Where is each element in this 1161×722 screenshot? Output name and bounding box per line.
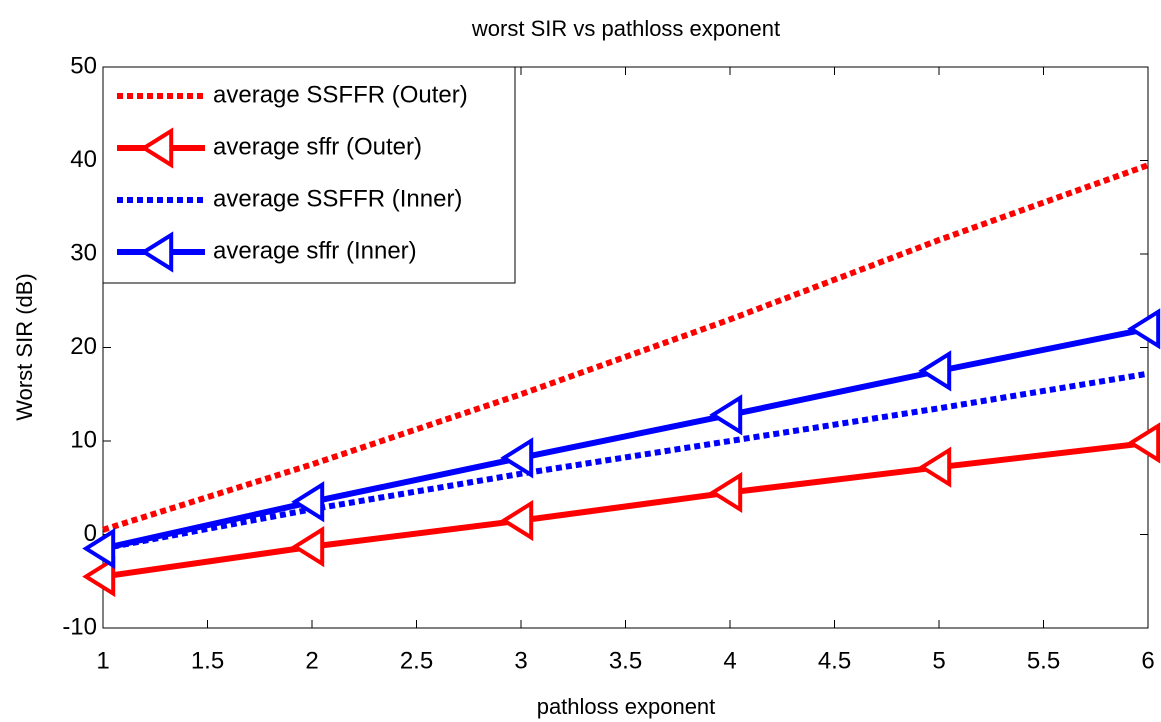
marker	[709, 471, 743, 514]
y-tick-label: -10	[62, 613, 97, 640]
y-tick-label: 10	[70, 426, 97, 453]
x-tick-label: 3.5	[609, 647, 642, 674]
marker	[1127, 422, 1161, 464]
marker	[291, 526, 325, 568]
y-tick-label: 50	[70, 52, 97, 79]
series-line	[102, 325, 1149, 552]
marker	[918, 350, 952, 392]
x-tick-label: 6	[1141, 647, 1154, 674]
y-tick-label: 40	[70, 146, 97, 173]
marker	[709, 394, 743, 436]
x-tick-label: 4.5	[818, 647, 851, 674]
y-tick-label: 30	[70, 239, 97, 266]
x-tick-label: 5.5	[1027, 647, 1060, 674]
x-tick-label: 1	[96, 647, 109, 674]
marker	[82, 555, 116, 598]
y-axis-label: Worst SIR (dB)	[12, 273, 37, 421]
series-line	[102, 162, 1150, 533]
x-tick-label: 2	[305, 647, 318, 674]
marker	[82, 527, 116, 570]
x-tick-label: 1.5	[191, 647, 224, 674]
series-line	[102, 370, 1149, 552]
series-line	[102, 439, 1149, 580]
legend-label: average SSFFR (Outer)	[213, 81, 468, 108]
x-axis-label: pathloss exponent	[537, 694, 716, 719]
x-tick-label: 4	[723, 647, 736, 674]
legend-label: average sffr (Outer)	[213, 133, 422, 160]
chart-title: worst SIR vs pathloss exponent	[471, 16, 780, 41]
marker	[918, 446, 952, 488]
legend-label: average SSFFR (Inner)	[213, 185, 462, 212]
legend-label: average sffr (Inner)	[213, 237, 417, 264]
x-tick-label: 5	[932, 647, 945, 674]
marker	[140, 231, 174, 273]
y-tick-label: 0	[84, 520, 97, 547]
marker	[500, 499, 534, 542]
marker	[500, 437, 534, 479]
marker	[140, 127, 174, 169]
x-tick-label: 2.5	[400, 647, 433, 674]
y-tick-label: 20	[70, 333, 97, 360]
marker	[291, 481, 325, 523]
marker	[1127, 308, 1161, 350]
x-tick-label: 3	[514, 647, 527, 674]
